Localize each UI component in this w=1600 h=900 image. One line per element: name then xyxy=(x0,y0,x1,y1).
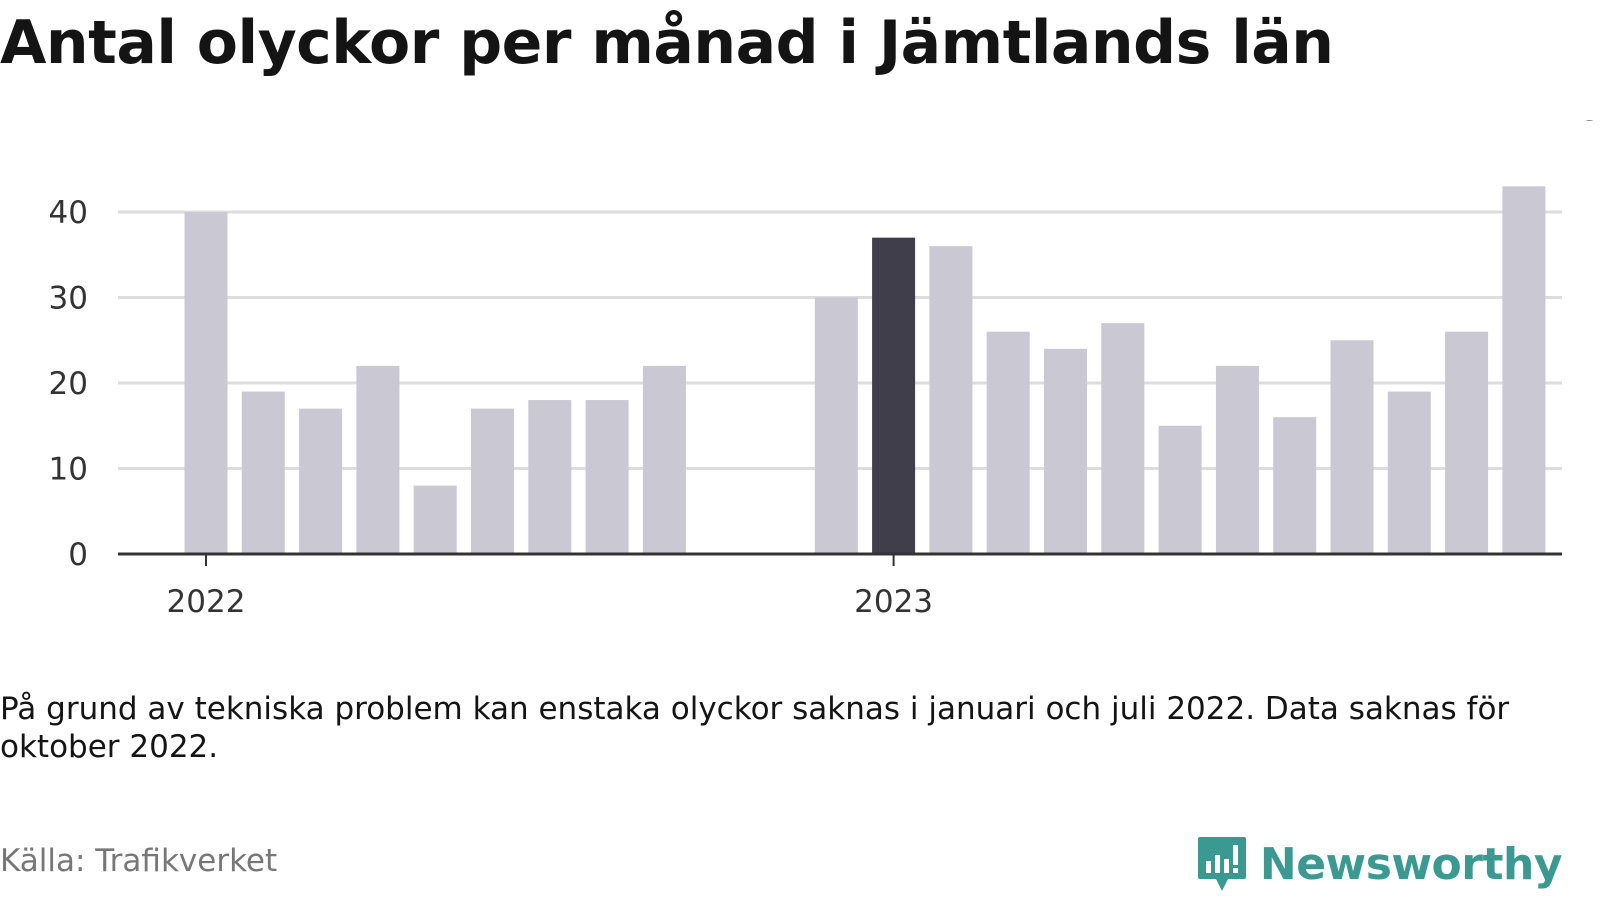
bar-2022-01 xyxy=(184,212,228,554)
bar-2022-06 xyxy=(471,408,514,554)
bar-chart: 0 10 20 30 40 2022 2023 43 xyxy=(49,120,1600,620)
x-tick-label: 2022 xyxy=(167,584,246,620)
newsworthy-logo-icon xyxy=(1197,837,1246,891)
y-tick-label: 30 xyxy=(49,281,88,317)
bar-2023-06 xyxy=(1158,425,1202,554)
bar-2022-04 xyxy=(356,365,400,554)
y-tick-label: 0 xyxy=(68,537,88,573)
bar-2023-12 xyxy=(1502,186,1546,554)
brand-name: Newsworthy xyxy=(1259,838,1563,890)
bar-2023-05 xyxy=(1101,323,1145,554)
chart-title: Antal olyckor per månad i Jämtlands län xyxy=(0,8,1334,78)
y-axis-ticks: 0 10 20 30 40 xyxy=(49,195,88,573)
bar-2023-01 xyxy=(872,237,916,554)
bar-2023-10 xyxy=(1387,391,1431,554)
bar-2022-09 xyxy=(642,365,686,554)
bar-2023-04 xyxy=(1044,348,1087,554)
y-tick-label: 40 xyxy=(49,195,88,231)
bar-2023-11 xyxy=(1445,331,1489,554)
x-axis: 2022 2023 xyxy=(118,552,1562,620)
bar-2023-09 xyxy=(1330,340,1374,554)
bars xyxy=(184,186,1546,554)
source-text: Källa: Trafikverket xyxy=(0,843,278,879)
bar-2023-03 xyxy=(986,331,1030,554)
x-tick-label: 2023 xyxy=(854,584,933,620)
bar-2023-07 xyxy=(1215,365,1259,554)
data-labels: 43 xyxy=(1561,120,1600,128)
bar-2022-03 xyxy=(299,408,343,554)
bar-2023-02 xyxy=(929,246,973,554)
y-tick-label: 20 xyxy=(49,366,88,402)
data-label: 43 xyxy=(1561,120,1600,128)
bar-2022-07 xyxy=(528,400,572,554)
bar-2022-05 xyxy=(413,485,457,554)
chart-note: På grund av tekniska problem kan enstaka… xyxy=(0,691,1510,765)
brand-logo: Newsworthy xyxy=(1196,835,1563,893)
bar-2022-08 xyxy=(585,400,629,554)
bar-2022-02 xyxy=(241,391,285,554)
bar-2022-12 xyxy=(814,297,858,554)
bar-2023-08 xyxy=(1273,417,1317,554)
y-tick-label: 10 xyxy=(49,452,88,488)
